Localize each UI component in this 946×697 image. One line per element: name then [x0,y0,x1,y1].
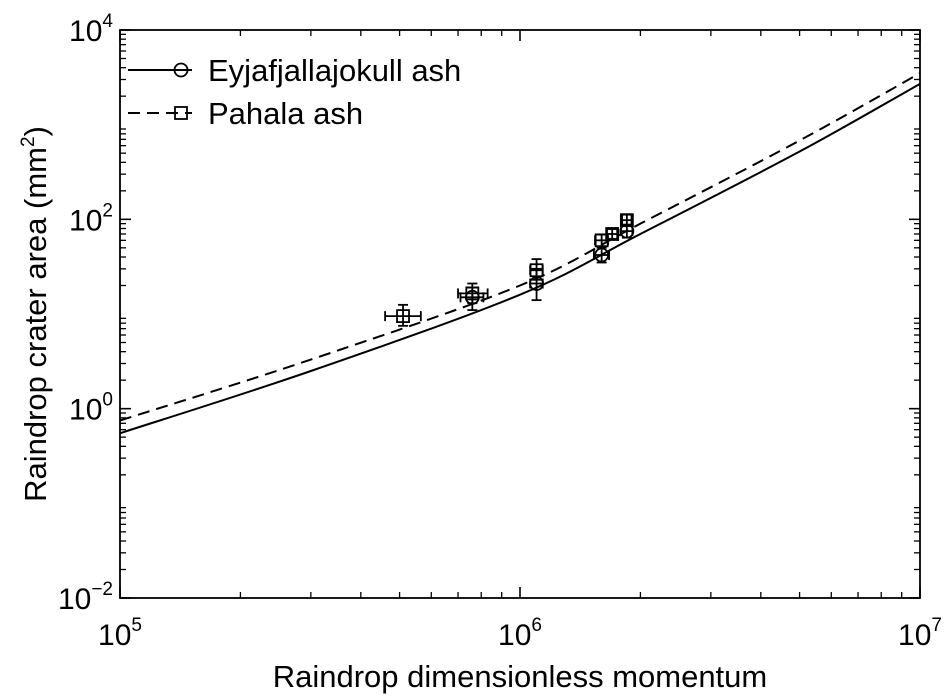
data-point [396,309,410,324]
error-bar [592,246,610,264]
legend-label: Eyjafjallajokull ash [208,53,461,88]
legend-square-marker [174,106,188,120]
series-line [120,82,920,435]
x-axis-title: Raindrop dimensionless momentum [273,659,768,694]
data-point [594,247,610,263]
data-point [529,263,544,278]
y-tick-label: 10−2 [58,579,113,616]
series-pahala [120,72,920,422]
error-bar [384,303,422,327]
series-line [120,72,920,422]
axis-ticks: 105 106 107 10−2 100 102 104 [58,11,942,652]
x-tick-label: 107 [898,615,942,652]
legend-circle-marker [173,62,189,78]
x-tick-label: 106 [498,615,542,652]
y-tick-label: 102 [69,200,113,237]
legend: Eyjafjallajokull ash Pahala ash [128,53,461,131]
series-layer [120,72,920,435]
series-eyjafjallajokull [120,82,920,435]
data-point [605,227,620,241]
y-axis-title: Raindrop crater area (mm2) [18,126,53,502]
error-bar [457,282,489,305]
y-tick-label: 104 [69,11,113,48]
legend-label: Pahala ash [208,96,363,131]
y-tick-label: 100 [69,390,113,427]
data-point [465,286,480,301]
legend-entry: Pahala ash [128,96,363,131]
x-tick-label: 105 [98,615,142,652]
data-point [619,213,634,228]
legend-entry: Eyjafjallajokull ash [128,53,461,88]
